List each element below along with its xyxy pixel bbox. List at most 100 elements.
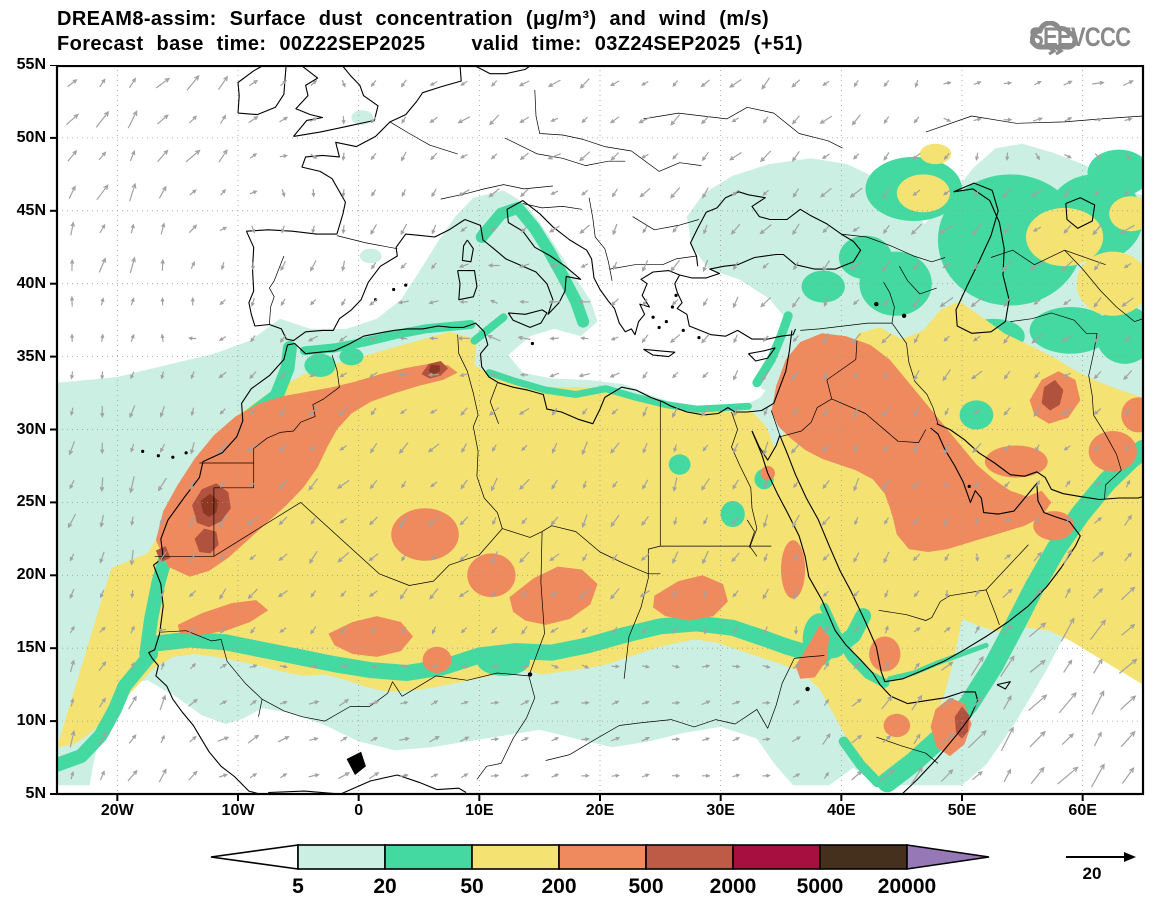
dust-region-teal-morocco-1 <box>304 353 336 378</box>
colorbar-cell-4 <box>645 844 734 870</box>
dust-band-band-maghreb-coast <box>299 320 476 356</box>
lon-label-10W: 10W <box>221 802 255 819</box>
dust-region-dust2000-nalgeria-core <box>428 364 441 375</box>
dust-region-dust200-eritrea <box>795 624 830 679</box>
dust-region-teal-egypt-2 <box>720 500 745 528</box>
lat-label-55N: 55N <box>16 56 46 73</box>
dust-region-dust500-somalia <box>954 706 970 739</box>
dust-region-yellow-caspian-n <box>919 143 952 165</box>
dust-region-dust200-niger-e <box>422 646 452 673</box>
lat-label-45N: 45N <box>16 201 46 219</box>
dust-band-band-italy <box>475 201 590 328</box>
dust-region-dust500-iran <box>1041 379 1064 411</box>
colorbar-under-arrow <box>210 844 299 870</box>
dust-band-band-aden-coast <box>887 642 989 682</box>
dust-band-band-wafrica-corner <box>57 647 159 772</box>
logo-text: SEEVCCC <box>1029 22 1131 52</box>
lon-label-10E: 10E <box>465 802 494 819</box>
lat-label-10N: 10N <box>16 712 46 730</box>
dust-region-teal-neiran <box>1029 307 1112 354</box>
dust-band-band-sicily-strait <box>470 313 508 345</box>
lon-label-0: 0 <box>354 802 364 819</box>
dust-region-yellow-caspian-nw <box>896 174 950 213</box>
colorbar-cell-6 <box>819 844 908 870</box>
dust-region-dust200-seiran <box>1088 430 1137 472</box>
dust-region-dust200-horn-w <box>883 713 911 738</box>
dust-region-teal-nigeria-dip <box>476 646 531 676</box>
graticule <box>57 65 1143 794</box>
dust-region-spot-england <box>351 110 374 125</box>
lat-label-25N: 25N <box>16 493 46 511</box>
wind-ref-label: 20 <box>1083 864 1102 883</box>
dust-region-dust200-mali <box>177 600 269 636</box>
wind-vectors <box>66 74 1138 788</box>
cloud-icon <box>1030 20 1079 55</box>
title-line1: DREAM8-assim: Surface dust concentration… <box>57 8 770 30</box>
dust-region-teal-morocco-2 <box>339 347 364 366</box>
colorbar-cell-1 <box>384 844 473 870</box>
lat-label-35N: 35N <box>16 347 46 365</box>
dust-region-teal-etturkey <box>801 270 845 303</box>
country-borders <box>154 89 1143 780</box>
colorbar-label-5: 5 <box>292 875 304 898</box>
colorbar-label-500: 500 <box>628 875 663 898</box>
colorbar-label-200: 200 <box>541 875 576 898</box>
dust-band-band-libya-coast <box>485 369 752 413</box>
title-line2: Forecast base time: 00Z22SEP2025 valid ti… <box>57 33 803 56</box>
dust-region-dust200-niger-w <box>328 616 413 657</box>
dust-region-dust200-pak <box>1121 397 1143 433</box>
lon-label-40E: 40E <box>827 802 856 819</box>
dust-band-band-sahel-edge <box>145 608 872 681</box>
lon-label-60E: 60E <box>1068 802 1097 819</box>
coastlines <box>141 65 1143 794</box>
colorbar-label-50: 50 <box>460 875 483 898</box>
lon-label-50E: 50E <box>947 802 977 819</box>
dust-regions <box>57 110 1143 793</box>
colorbar-label-20000: 20000 <box>878 875 936 898</box>
dust-region-dust200-slibya <box>467 553 516 598</box>
lon-label-20E: 20E <box>585 802 615 819</box>
dust-region-dust200-algeria-c <box>391 508 459 561</box>
colorbar-label-2000: 2000 <box>710 875 757 898</box>
colorbar-cell-3 <box>558 844 647 870</box>
lat-label-40N: 40N <box>16 274 46 292</box>
lat-label-20N: 20N <box>16 566 46 584</box>
lat-label-15N: 15N <box>16 639 46 657</box>
dust-region-dust200-yemen <box>869 636 901 672</box>
dust-region-dust500-wsahara-2 <box>194 528 219 554</box>
dust-region-teal-georgia <box>838 235 893 280</box>
dust-map <box>50 65 1145 801</box>
dust-region-teal-egypt-1 <box>668 454 691 475</box>
wind-ref-arrowhead <box>1124 852 1136 862</box>
dust-region-teal-afghan <box>1095 305 1143 364</box>
lon-label-20W: 20W <box>100 802 134 819</box>
lon-label-30E: 30E <box>706 802 735 819</box>
dust-band-band-levant <box>752 311 793 388</box>
dust-region-spot-ne-spain <box>359 248 382 264</box>
map-layers <box>57 65 1143 794</box>
colorbar-cell-5 <box>732 844 821 870</box>
colorbar-cell-0 <box>297 844 386 870</box>
dust-region-dust200-siran <box>984 445 1048 478</box>
dust-region-teal-necorner <box>1087 149 1143 197</box>
dust-band-band-horn <box>838 736 883 788</box>
dust-region-dust200-redsea-hills <box>781 540 806 599</box>
legend-strip: 5 20 50 200 500 2000 5000 20000 20 <box>210 844 1136 898</box>
dust-region-dust200-sudan <box>653 575 728 621</box>
lat-label-30N: 30N <box>16 420 46 438</box>
valid-time: valid time: 03Z24SEP2025 (+51) <box>471 33 803 55</box>
colorbar-label-5000: 5000 <box>797 875 844 898</box>
lat-label-5N: 5N <box>25 785 46 802</box>
forecast-base-time: Forecast base time: 00Z22SEP2025 <box>57 33 426 55</box>
colorbar-label-20: 20 <box>373 875 396 898</box>
dust-region-teal-zagros <box>959 400 994 430</box>
seevccc-logo: SEEVCCC <box>1029 20 1153 55</box>
colorbar-cell-2 <box>471 844 560 870</box>
dust-region-dust200-oman <box>1033 511 1075 541</box>
dust-region-yellow-karakum <box>1025 207 1104 267</box>
colorbar-over-arrow <box>906 844 990 870</box>
lat-label-50N: 50N <box>16 128 46 146</box>
dust-region-yellow-ne <box>1109 196 1143 232</box>
dust-region-dust200-wsahara <box>155 363 458 577</box>
